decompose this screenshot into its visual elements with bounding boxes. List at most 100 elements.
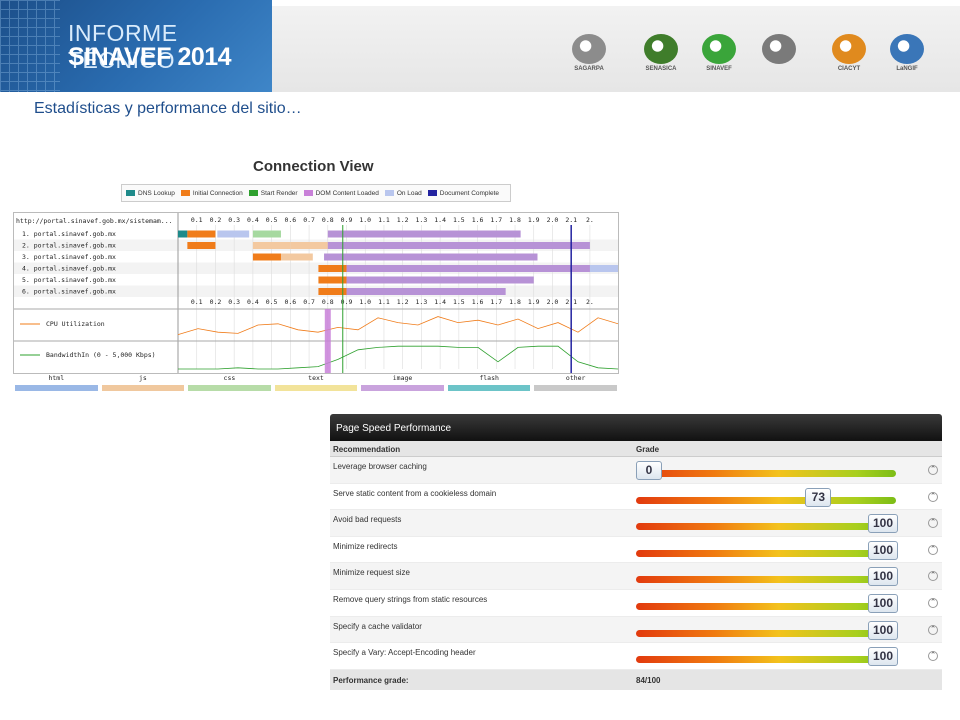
waterfall-request-bar — [346, 288, 506, 295]
expand-toggle-icon[interactable]: ⌃ — [928, 624, 938, 635]
ciacyt-logo-mark — [832, 34, 866, 64]
waterfall-request-bar — [187, 242, 216, 249]
recommendation-row[interactable]: Leverage browser caching 0 ⌃ — [330, 457, 942, 484]
content-type-css: css — [188, 374, 271, 391]
waterfall-request-bar — [327, 242, 590, 249]
waterfall-request-label: 5. portal.sinavef.gob.mx — [22, 276, 116, 284]
content-type-swatch — [188, 385, 271, 391]
waterfall-row-bg — [14, 251, 618, 263]
expand-toggle-icon[interactable]: ⌃ — [928, 571, 938, 582]
waterfall-scale-tick: 2.1 — [565, 216, 577, 224]
recommendation-row[interactable]: Minimize redirects 100 ⌃ — [330, 537, 942, 564]
waterfall-request-bar — [318, 288, 347, 295]
grade-badge: 100 — [868, 620, 899, 640]
legend-swatch — [427, 190, 437, 196]
content-type-label: image — [392, 374, 413, 382]
slide-subtitle: Estadísticas y performance del sitio… — [34, 100, 302, 117]
senasica-logo: SENASICA — [644, 34, 678, 72]
content-type-label: flash — [479, 374, 499, 382]
waterfall-scale-tick-bottom: 2. — [586, 298, 594, 306]
waterfall-scale-tick: 1.3 — [416, 216, 428, 224]
waterfall-request-bar — [252, 230, 281, 238]
dom-content-loaded-marker — [324, 309, 331, 373]
banner-title-line2: SINAVEF 2014 — [68, 43, 232, 71]
waterfall-scale-tick-bottom: 0.1 — [191, 298, 203, 306]
grade-badge: 100 — [868, 540, 899, 560]
langif-logo-caption: LaNGIF — [896, 66, 918, 72]
waterfall-scale-tick-bottom: 0.5 — [266, 298, 278, 306]
grade-bar — [636, 629, 896, 637]
content-type-swatch — [15, 385, 98, 391]
langif-logo: LaNGIF — [890, 34, 924, 72]
content-type-label: html — [48, 374, 65, 382]
column-recommendation: Recommendation — [333, 445, 401, 454]
content-type-flash: flash — [447, 374, 531, 391]
expand-toggle-icon[interactable]: ⌃ — [928, 491, 938, 502]
sinavef-logo-caption: SINAVEF — [706, 66, 732, 72]
bandwidth-label: BandwidthIn (0 - 5,000 Kbps) — [46, 351, 156, 359]
recommendation-row[interactable]: Minimize request size 100 ⌃ — [330, 563, 942, 590]
legend-item: Start Render — [248, 190, 298, 197]
waterfall-row-bg — [14, 228, 618, 240]
waterfall-scale-tick: 1.6 — [472, 216, 484, 224]
waterfall-scale-tick: 0.1 — [191, 216, 203, 224]
connection-waterfall-chart: http://portal.sinavef.gob.mx/sistemam...… — [13, 212, 619, 374]
grade-badge: 100 — [868, 514, 899, 534]
waterfall-scale-tick-bottom: 0.9 — [341, 298, 353, 306]
waterfall-scale-tick-bottom: 0.8 — [322, 298, 334, 306]
content-type-image: image — [361, 374, 444, 391]
grade-badge: 100 — [868, 567, 899, 587]
grade-bar — [636, 602, 896, 610]
waterfall-scale-tick: 2.0 — [547, 216, 559, 224]
waterfall-request-bar — [217, 230, 250, 238]
recommendation-name: Remove query strings from static resourc… — [333, 594, 488, 604]
waterfall-scale-tick: 1.0 — [359, 216, 371, 224]
recommendation-name: Serve static content from a cookieless d… — [333, 488, 497, 498]
recommendation-row[interactable]: Serve static content from a cookieless d… — [330, 484, 942, 511]
legend-item: DOM Content Loaded — [303, 190, 379, 197]
waterfall-request-bar — [178, 230, 188, 238]
expand-toggle-icon[interactable]: ⌃ — [928, 597, 938, 608]
waterfall-scale-tick-bottom: 1.9 — [528, 298, 540, 306]
waterfall-scale-tick-bottom: 0.2 — [210, 298, 222, 306]
content-type-html: html — [15, 374, 98, 391]
waterfall-scale-tick-bottom: 0.7 — [303, 298, 315, 306]
waterfall-scale-tick: 1.7 — [490, 216, 502, 224]
waterfall-scale-tick: 1.2 — [397, 216, 409, 224]
senasica-logo-mark — [644, 34, 678, 64]
waterfall-scale-tick-bottom: 1.8 — [509, 298, 521, 306]
legend-item: DNS Lookup — [126, 190, 175, 197]
recommendation-row[interactable]: Specify a Vary: Accept-Encoding header 10… — [330, 643, 942, 670]
waterfall-scale-tick-bottom: 1.0 — [359, 298, 371, 306]
recommendation-row[interactable]: Remove query strings from static resourc… — [330, 590, 942, 617]
content-type-legend: html js css text image flash other — [13, 374, 619, 396]
waterfall-scale-tick: 1.1 — [378, 216, 390, 224]
waterfall-request-bar — [280, 253, 313, 261]
waterfall-request-bar — [252, 253, 281, 261]
content-type-swatch — [101, 385, 185, 391]
recommendation-name: Minimize request size — [333, 568, 410, 578]
expand-toggle-icon[interactable]: ⌃ — [928, 651, 938, 662]
waterfall-request-bar — [252, 242, 291, 249]
recommendation-row[interactable]: Specify a cache validator 100 ⌃ — [330, 616, 942, 644]
waterfall-scale-tick-bottom: 1.5 — [453, 298, 465, 306]
content-type-label: other — [565, 374, 586, 382]
expand-toggle-icon[interactable]: ⌃ — [928, 518, 938, 529]
connection-view-legend: DNS Lookup Initial Connection Start Render… — [121, 184, 511, 202]
waterfall-scale-tick-bottom: 2.0 — [547, 298, 559, 306]
cpu-utilization-line — [177, 316, 618, 335]
grade-bar — [636, 523, 896, 531]
waterfall-request-bar — [187, 230, 216, 238]
content-type-swatch — [274, 385, 358, 391]
waterfall-scale-tick: 0.9 — [341, 216, 353, 224]
expand-toggle-icon[interactable]: ⌃ — [928, 465, 938, 475]
legend-label: DNS Lookup — [138, 189, 175, 197]
waterfall-row-bg — [14, 274, 618, 286]
waterfall-request-bar — [327, 230, 521, 238]
content-type-label: text — [308, 374, 324, 382]
content-type-label: css — [223, 374, 236, 382]
waterfall-url-header: http://portal.sinavef.gob.mx/sistemam... — [16, 217, 173, 225]
recommendation-row[interactable]: Avoid bad requests 100 ⌃ — [330, 510, 942, 537]
grade-bar — [636, 470, 896, 477]
expand-toggle-icon[interactable]: ⌃ — [928, 544, 938, 555]
